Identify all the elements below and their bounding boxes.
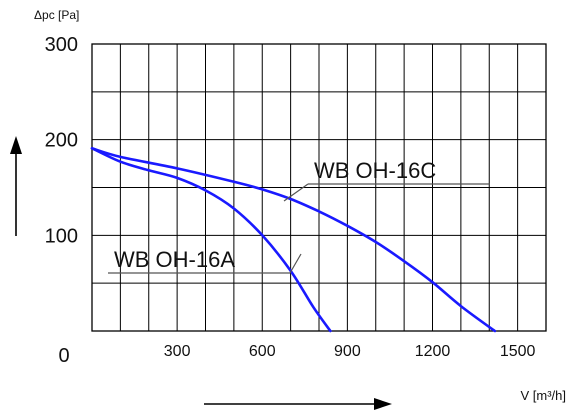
x-tick-label: 300 [164, 343, 191, 360]
curve-wb-oh-16a [90, 147, 332, 333]
x-direction-arrow [204, 398, 392, 410]
curves [90, 147, 497, 333]
x-origin-label: 0 [58, 345, 69, 367]
grid [91, 43, 547, 332]
x-axis-label: V [m³/h] [520, 388, 566, 403]
y-axis-label: Δpc [Pa] [34, 8, 79, 22]
series-label-wb-oh-16c: WB OH-16C [314, 158, 436, 183]
y-tick-label: 100 [45, 225, 78, 247]
x-tick-label: 900 [334, 343, 361, 360]
x-tick-label: 1500 [500, 343, 536, 360]
y-direction-arrow [10, 136, 22, 236]
x-tick-label: 600 [249, 343, 276, 360]
tick-labels: 300 600 900 1200 1500 100 200 300 [45, 34, 536, 360]
y-tick-label: 300 [45, 34, 78, 56]
y-tick-label: 200 [45, 130, 78, 152]
series-label-wb-oh-16a: WB OH-16A [114, 247, 235, 272]
x-tick-label: 1200 [415, 343, 451, 360]
curve-wb-oh-16c [90, 147, 497, 333]
callout-wb-oh-16c: WB OH-16C [283, 158, 490, 202]
callout-wb-oh-16a: WB OH-16A [108, 247, 302, 274]
